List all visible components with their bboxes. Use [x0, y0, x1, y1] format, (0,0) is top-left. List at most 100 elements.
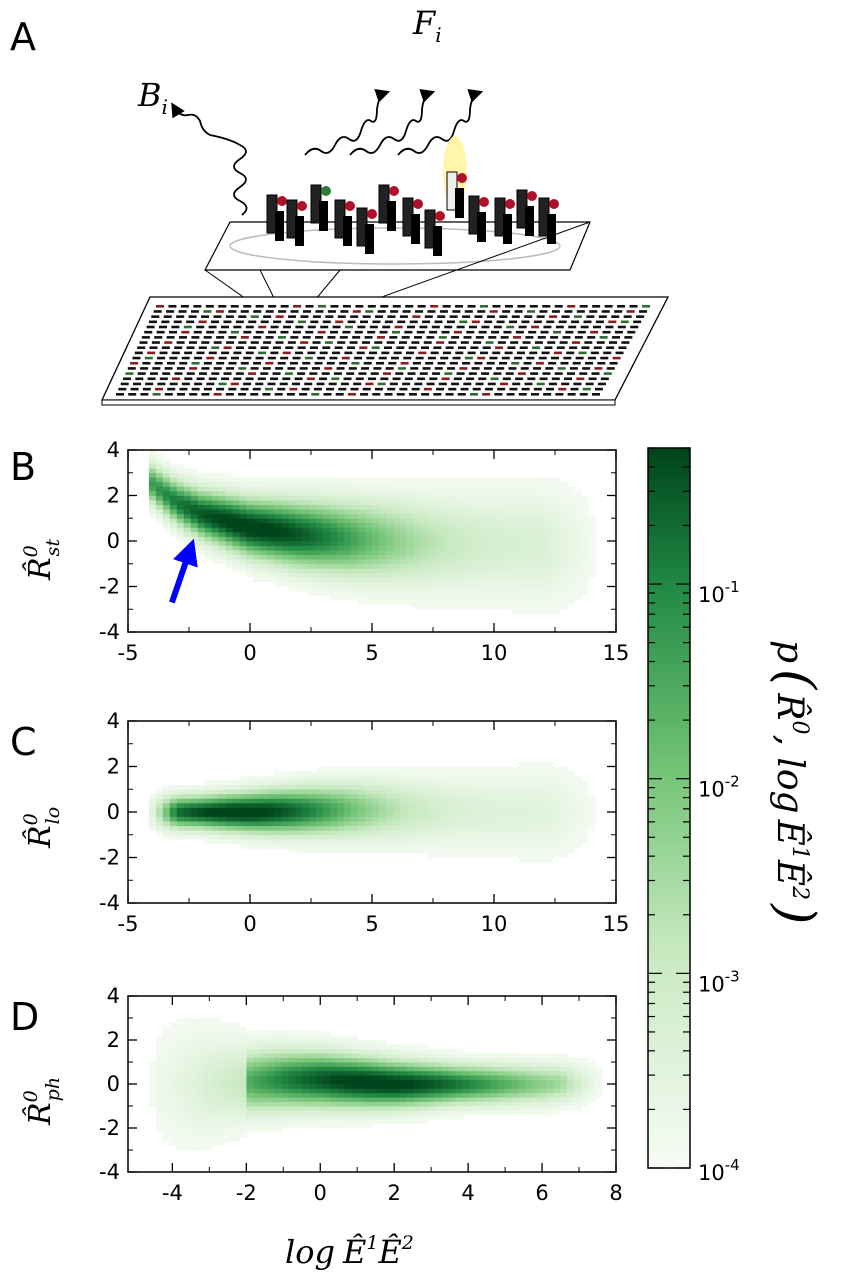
heatmap-cell	[330, 839, 338, 845]
array-spot	[240, 336, 249, 339]
heatmap-cell	[253, 821, 261, 827]
array-spot	[189, 367, 198, 370]
heatmap-cell	[281, 1123, 289, 1129]
array-spot	[159, 377, 168, 381]
heatmap-cell	[218, 1035, 226, 1041]
heatmap-cell	[434, 843, 443, 849]
heatmap-cell	[351, 595, 359, 601]
heatmap-cell	[155, 1097, 164, 1102]
heatmap-cell	[309, 830, 317, 836]
heatmap-cell	[511, 591, 519, 596]
heatmap-cell	[246, 527, 254, 533]
heatmap-cell	[309, 812, 317, 817]
heatmap-cell	[455, 531, 464, 537]
heatmap-cell	[239, 1132, 247, 1138]
array-spot	[167, 387, 176, 391]
heatmap-cell	[316, 830, 324, 836]
heatmap-cell	[483, 600, 491, 606]
heatmap-cell	[239, 541, 247, 546]
heatmap-cell	[462, 848, 470, 854]
heatmap-cell	[420, 789, 429, 795]
heatmap-cell	[169, 1106, 178, 1111]
heatmap-cell	[392, 771, 401, 776]
array-spot	[574, 336, 583, 339]
heatmap-cell	[337, 843, 345, 849]
heatmap-cell	[183, 1031, 192, 1036]
heatmap-cell	[504, 1070, 512, 1076]
heatmap-cell	[365, 812, 373, 817]
heatmap-cell	[358, 821, 366, 827]
heatmap-cell	[190, 1048, 199, 1054]
heatmap-cell	[469, 843, 477, 849]
heatmap-cell	[560, 1084, 568, 1089]
heatmap-cell	[434, 834, 443, 840]
array-spot	[273, 320, 282, 324]
heatmap-cell	[176, 1136, 185, 1142]
heatmap-cell	[392, 1114, 401, 1120]
heatmap-cell	[574, 595, 582, 601]
probe	[310, 184, 331, 231]
heatmap-cell	[588, 536, 596, 542]
array-spot	[445, 393, 454, 396]
heatmap-cell	[581, 784, 589, 790]
heatmap-cell	[176, 1123, 185, 1129]
heatmap-cell	[455, 1084, 464, 1089]
array-spot	[215, 310, 224, 313]
heatmap-cell	[204, 504, 213, 510]
heatmap-cell	[372, 513, 380, 519]
heatmap-cell	[476, 789, 484, 795]
heatmap-cell	[183, 472, 192, 478]
heatmap-cell	[190, 1132, 199, 1138]
heatmap-cell	[469, 527, 477, 533]
heatmap-cell	[365, 559, 373, 565]
heatmap-cell	[448, 495, 457, 501]
heatmap-cell	[295, 513, 303, 519]
heatmap-cell	[344, 1053, 352, 1058]
heatmap-cell	[581, 1057, 589, 1063]
heatmap-cell	[267, 522, 275, 528]
heatmap-cell	[204, 807, 213, 813]
heatmap-cell	[253, 495, 261, 501]
heatmap-cell	[337, 1097, 345, 1102]
heatmap-cell	[358, 531, 366, 537]
heatmap-cell	[581, 798, 589, 804]
heatmap-cell	[378, 481, 387, 487]
heatmap-cell	[399, 1110, 408, 1116]
heatmap-cell	[504, 490, 512, 496]
heatmap-cell	[351, 766, 359, 772]
heatmap-cell	[455, 784, 464, 790]
heatmap-cell	[183, 1066, 192, 1072]
heatmap-cell	[462, 591, 470, 596]
heatmap-cell	[385, 1057, 394, 1063]
heatmap-cell	[309, 793, 317, 799]
heatmap-cell	[267, 1119, 275, 1124]
heatmap-cell	[358, 559, 366, 565]
heatmap-cell	[288, 1101, 296, 1107]
heatmap-cell	[344, 509, 352, 515]
heatmap-cell	[441, 586, 450, 592]
heatmap-cell	[448, 550, 457, 556]
heatmap-cell	[483, 1110, 491, 1116]
heatmap-cell	[316, 591, 324, 596]
array-spot	[419, 372, 428, 375]
heatmap-cell	[413, 591, 422, 596]
heatmap-cell	[197, 1128, 206, 1133]
heatmap-cell	[281, 771, 289, 776]
y-tick-label: -2	[99, 1116, 120, 1140]
heatmap-cell	[434, 600, 443, 606]
heatmap-cell	[483, 771, 491, 776]
heatmap-cell	[330, 1110, 338, 1116]
probe	[516, 189, 537, 236]
heatmap-cell	[427, 1110, 436, 1116]
heatmap-cell	[504, 495, 512, 501]
heatmap-cell	[406, 577, 415, 583]
heatmap-cell	[190, 816, 199, 822]
heatmap-cell	[358, 509, 366, 515]
heatmap-cell	[190, 830, 199, 836]
heatmap-cell	[574, 1070, 582, 1076]
heatmap-cell	[469, 591, 477, 596]
heatmap-cell	[518, 784, 526, 790]
heatmap-cell	[441, 577, 450, 583]
heatmap-cell	[204, 784, 213, 790]
heatmap-cell	[483, 481, 491, 487]
